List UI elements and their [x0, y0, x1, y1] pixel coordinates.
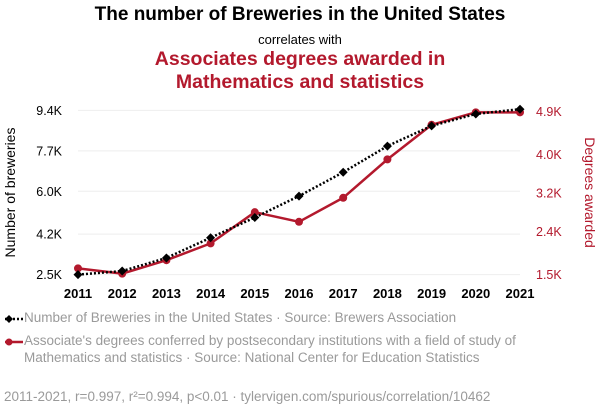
- x-tick-label: 2018: [373, 286, 402, 301]
- series-degrees-point: [295, 217, 303, 226]
- x-tick-label: 2020: [461, 286, 490, 301]
- chart-second-title: Associates degrees awarded in Mathematic…: [0, 48, 600, 94]
- y-right-tick-label: 4.9K: [536, 105, 562, 119]
- second-title-line-1: Associates degrees awarded in: [154, 48, 446, 70]
- x-tick-label: 2013: [152, 286, 181, 301]
- y-left-axis-title: Number of breweries: [2, 128, 18, 258]
- y-right-axis-title: Degrees awarded: [582, 137, 598, 248]
- x-tick-label: 2016: [285, 286, 314, 301]
- chart-title: The number of Breweries in the United St…: [94, 4, 506, 25]
- y-left-tick-label: 4.2K: [36, 228, 62, 242]
- y-right-tick-label: 1.5K: [536, 268, 562, 282]
- y-left-tick-label: 2.5K: [36, 268, 62, 282]
- series-breweries-point: [338, 167, 348, 177]
- legend-label-breweries: Number of Breweries in the United States…: [24, 310, 457, 325]
- y-right-tick-label: 3.2K: [536, 186, 562, 200]
- x-tick-label: 2017: [329, 286, 358, 301]
- series-breweries-point: [117, 266, 127, 276]
- series-breweries-point: [161, 253, 171, 263]
- series-degrees-point: [206, 239, 215, 248]
- x-tick-label: 2011: [64, 286, 92, 301]
- legend-item-breweries: Number of Breweries in the United States…: [4, 310, 594, 330]
- second-title-line-2: Mathematics and statistics: [175, 71, 425, 93]
- chart-subtitle: correlates with: [258, 32, 342, 47]
- series-breweries-point: [250, 212, 260, 222]
- series-breweries-point: [382, 141, 392, 151]
- y-right-tick-label: 4.0K: [536, 148, 562, 162]
- x-tick-label: 2014: [196, 286, 226, 301]
- chart: 2.5K 4.2K 6.0K 7.7K 9.4K 1.5K 2.4K 3.2K 4.0K 4.9K…: [2, 104, 598, 301]
- series-breweries-point: [294, 191, 304, 201]
- series-breweries-point: [515, 104, 525, 114]
- legend-marker-breweries: [5, 315, 23, 323]
- series-degrees-point: [74, 264, 82, 273]
- legend-marker-degrees: [5, 338, 23, 346]
- y-right-tick-label: 2.4K: [536, 225, 562, 239]
- series-breweries-point: [206, 233, 216, 243]
- series-degrees-point: [339, 193, 348, 202]
- x-tick-label: 2015: [240, 286, 269, 301]
- x-tick-label: 2021: [506, 286, 535, 301]
- x-tick-label: 2019: [417, 286, 446, 301]
- series-degrees-point: [383, 155, 392, 164]
- y-left-tick-label: 7.7K: [36, 144, 62, 158]
- legend-label-degrees: Associate's degrees conferred by postsec…: [24, 333, 516, 365]
- series-breweries-point: [427, 121, 437, 131]
- series-degrees-point: [250, 208, 259, 217]
- series-breweries-point: [73, 270, 83, 280]
- footer-stats: 2011-2021, r=0.997, r²=0.994, p<0.01 · t…: [4, 389, 491, 404]
- legend-item-degrees: Associate's degrees conferred by postsec…: [4, 333, 594, 383]
- y-left-tick-label: 9.4K: [36, 104, 62, 118]
- x-tick-label: 2012: [108, 286, 137, 301]
- y-left-tick-label: 6.0K: [36, 185, 62, 199]
- series-breweries-point: [471, 109, 481, 119]
